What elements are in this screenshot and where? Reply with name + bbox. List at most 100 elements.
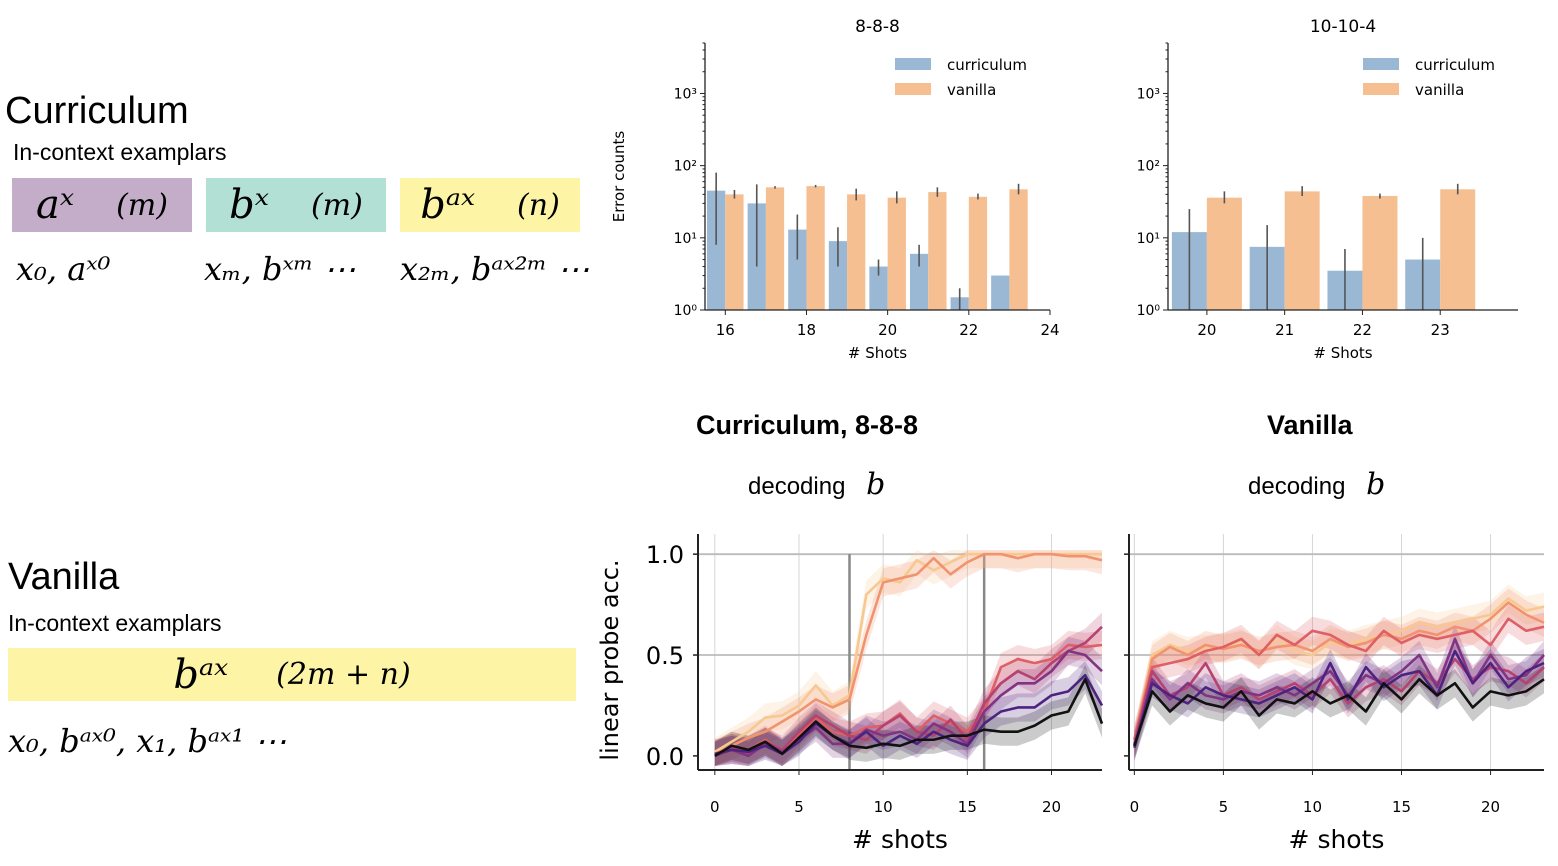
x-tick-label: 18: [797, 321, 816, 339]
series-band-1: [1134, 588, 1544, 754]
x-tick-label: 15: [1392, 798, 1411, 816]
legend-label-curriculum: curriculum: [1415, 56, 1495, 74]
curriculum-box-b-a-x: bᵃˣ (n): [400, 178, 580, 232]
x-tick-label: 0: [710, 798, 720, 816]
x-tick-label: 10: [874, 798, 893, 816]
x-axis-label: # shots: [1289, 825, 1385, 854]
legend-swatch-vanilla: [1363, 83, 1399, 95]
line-chart-subtitle-curriculum: decoding b: [748, 467, 885, 502]
series-band-1: [714, 550, 1102, 766]
bar-vanilla-20: [1206, 197, 1242, 310]
box-count: (2m + n): [276, 657, 411, 692]
x-tick-label: 20: [878, 321, 897, 339]
x-tick-label: 24: [1040, 321, 1059, 339]
box-symbol: bˣ: [229, 182, 269, 228]
x-tick-label: 20: [1197, 321, 1216, 339]
series-line-5: [1133, 649, 1545, 749]
y-tick-label: 0.0: [646, 743, 684, 771]
line-chart-title-vanilla: Vanilla: [1267, 410, 1353, 440]
series-line-1: [714, 552, 1103, 756]
legend-label-vanilla: vanilla: [947, 81, 996, 99]
series-line-3: [714, 625, 1103, 758]
series-band-0: [1134, 584, 1544, 760]
x-tick-label: 15: [958, 798, 977, 816]
y-tick-label: 10²: [674, 159, 697, 175]
bar-curriculum-16: [707, 190, 726, 310]
box-symbol: bᵃˣ: [173, 651, 229, 698]
subtitle-variable: b: [1366, 467, 1386, 502]
box-count: (n): [517, 187, 560, 223]
line-chart-vanilla: 0 5 10 15 20 # shots: [1124, 534, 1545, 854]
x-tick-label: 16: [716, 321, 735, 339]
legend-label-curriculum: curriculum: [947, 56, 1027, 74]
bar-vanilla-20: [887, 197, 906, 310]
vanilla-subheading: In-context examplars: [8, 610, 222, 636]
curriculum-box-b-x: bˣ (m): [206, 178, 386, 232]
vanilla-box-b-a-x: bᵃˣ (2m + n): [8, 648, 576, 701]
bar-chart-10-10-4: 10-10-4 10⁰ 10¹ 10² 10³ 20 21 22 23 # Shots curric…: [1137, 17, 1518, 362]
bar-curriculum-23: [991, 275, 1010, 310]
curriculum-sequence-1: x₀, aˣ⁰: [16, 250, 111, 288]
x-axis-label: # Shots: [1313, 344, 1372, 362]
bar-vanilla-21: [928, 192, 947, 310]
curriculum-box-a-x: aˣ (m): [12, 178, 192, 232]
y-tick-label: 10⁰: [1137, 303, 1161, 319]
bar-curriculum-18: [788, 229, 807, 310]
legend-swatch-curriculum: [895, 58, 931, 70]
box-count: (m): [310, 187, 363, 223]
legend-swatch-vanilla: [895, 83, 931, 95]
y-axis-label: Error counts: [610, 131, 628, 223]
curriculum-sequence-2: xₘ, bˣᵐ ⋯: [204, 250, 356, 288]
x-tick-label: 20: [1481, 798, 1500, 816]
y-tick-label: 10³: [1137, 86, 1160, 102]
x-tick-label: 22: [959, 321, 978, 339]
bar-vanilla-19: [847, 194, 866, 310]
series-line-6: [1133, 677, 1545, 747]
line-chart-title-curriculum: Curriculum, 8-8-8: [696, 410, 919, 440]
x-tick-label: 0: [1130, 798, 1140, 816]
legend-swatch-curriculum: [1363, 58, 1399, 70]
series-line-1: [1133, 601, 1545, 741]
x-tick-label: 21: [1275, 321, 1294, 339]
bar-vanilla-23: [1009, 189, 1028, 310]
bar-vanilla-22: [968, 196, 988, 310]
vanilla-heading: Vanilla: [8, 556, 120, 598]
line-chart-curriculum: 0 5 10 15 20 0.0 0.5 1.0 # shots linear probe acc…: [596, 534, 1104, 854]
subtitle-variable: b: [866, 467, 886, 502]
box-symbol: aˣ: [36, 182, 75, 228]
y-tick-label: 10⁰: [674, 303, 698, 319]
y-tick-label: 10¹: [1137, 231, 1160, 247]
x-tick-label: 20: [1042, 798, 1061, 816]
bar-vanilla-18: [806, 186, 825, 310]
bar-vanilla-17: [765, 187, 785, 310]
y-tick-label: 10³: [674, 86, 697, 102]
curriculum-subheading: In-context examplars: [13, 139, 227, 165]
y-axis-label: linear probe acc.: [596, 559, 624, 760]
bar-curriculum-21: [909, 253, 929, 310]
x-axis-label: # Shots: [848, 344, 907, 362]
y-tick-label: 10¹: [674, 231, 697, 247]
subtitle-text: decoding: [748, 473, 846, 500]
chart-title: 10-10-4: [1310, 17, 1376, 37]
line-chart-subtitle-vanilla: decoding b: [1248, 467, 1385, 502]
bar-vanilla-22: [1362, 195, 1398, 310]
x-axis-label: # shots: [852, 825, 948, 854]
x-tick-label: 23: [1431, 321, 1450, 339]
series-band-4: [714, 636, 1102, 766]
bar-curriculum-19: [828, 241, 848, 310]
series-line-2: [1133, 617, 1545, 741]
y-tick-label: 10²: [1137, 159, 1160, 175]
box-count: (m): [116, 187, 168, 223]
bar-chart-8-8-8: 8-8-8 10⁰ 10¹ 10² 10³ 16 18 20 22 24 # Shots Error …: [610, 17, 1060, 362]
x-tick-label: 10: [1303, 798, 1322, 816]
subtitle-text: decoding: [1248, 473, 1346, 500]
x-tick-label: 22: [1353, 321, 1372, 339]
curriculum-heading: Curriculum: [5, 90, 189, 132]
series-band-5: [714, 661, 1102, 766]
y-tick-label: 0.5: [646, 642, 684, 670]
series-line-6: [714, 677, 1104, 757]
y-tick-label: 1.0: [646, 541, 684, 569]
bar-vanilla-23: [1440, 189, 1476, 310]
bar-vanilla-21: [1284, 191, 1320, 310]
x-tick-label: 5: [1219, 798, 1229, 816]
